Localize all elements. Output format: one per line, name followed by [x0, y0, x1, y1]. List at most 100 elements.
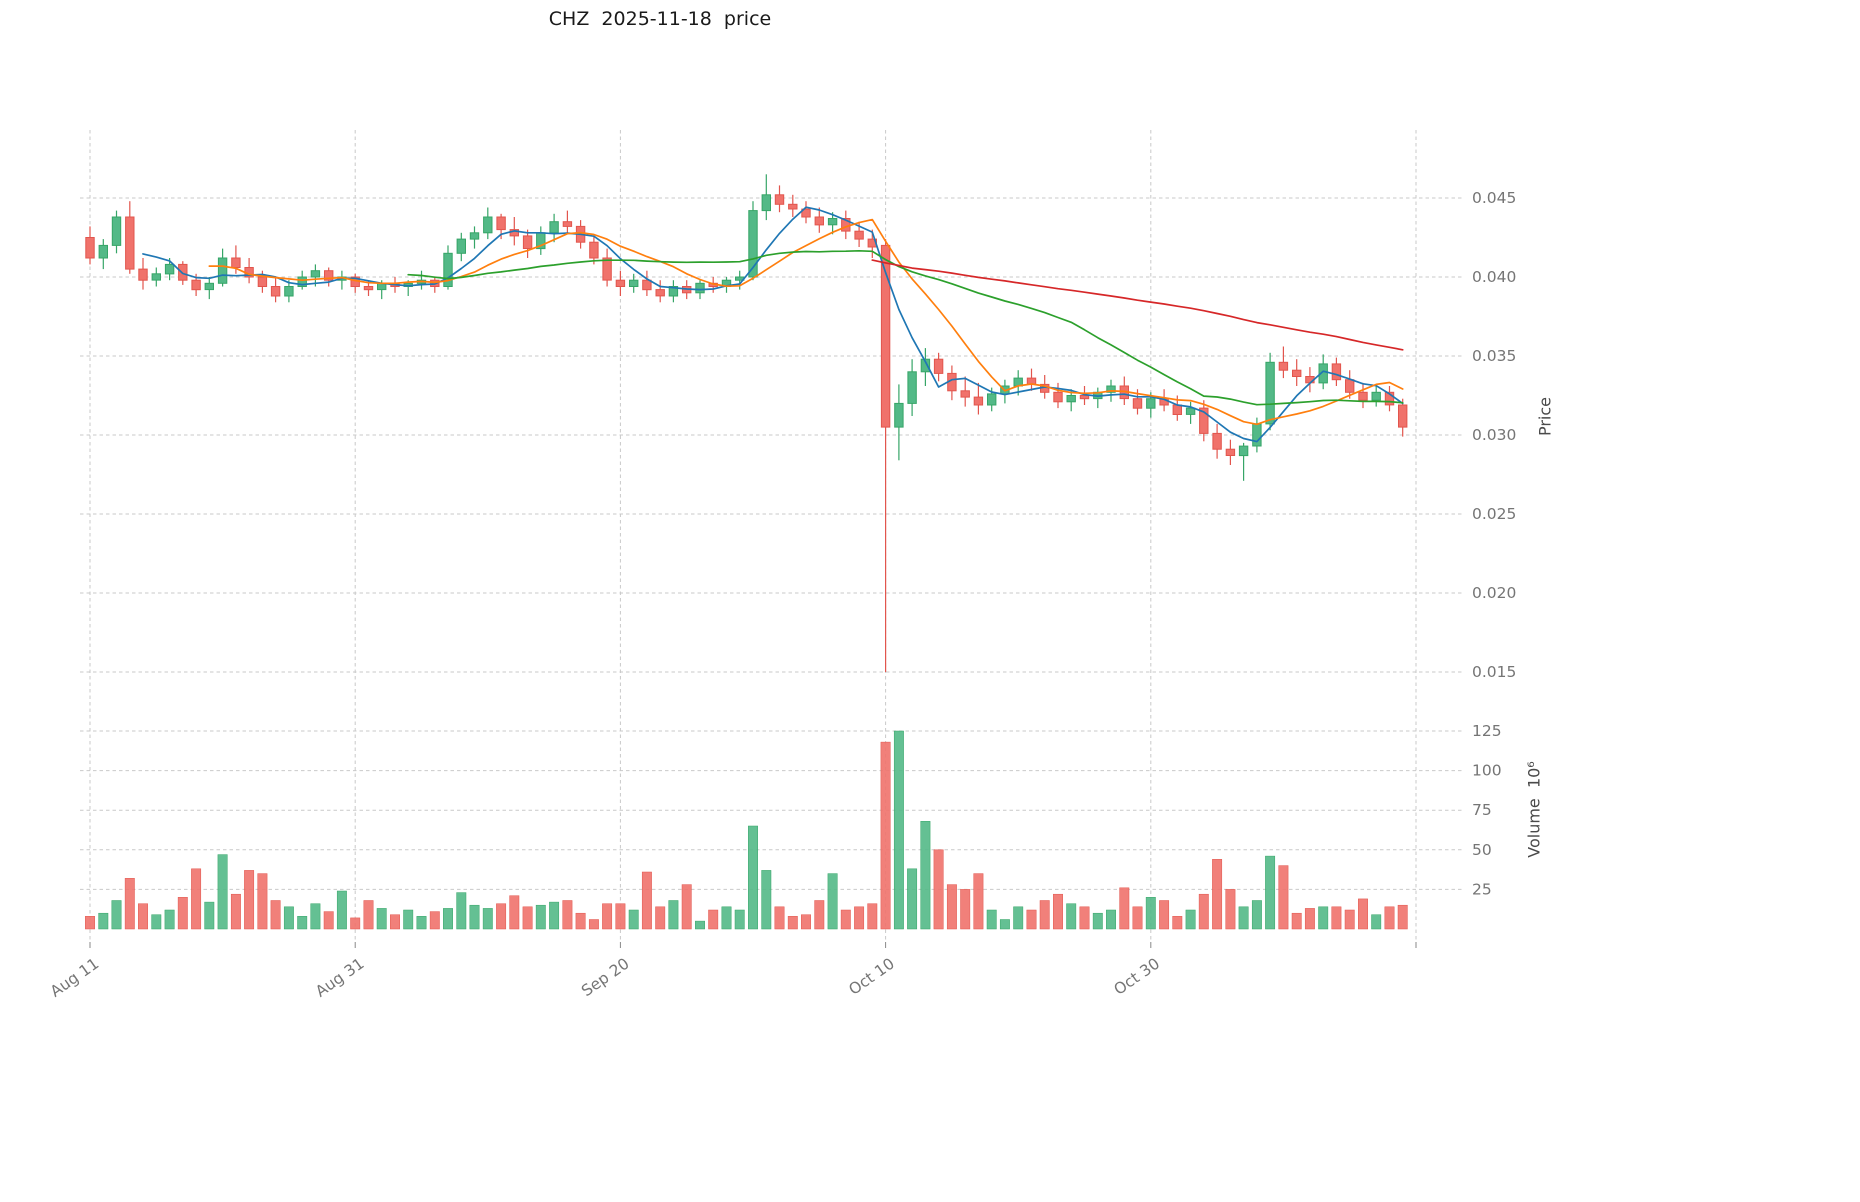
candle-body — [549, 221, 559, 234]
volume-bar — [230, 893, 241, 930]
volume-bar — [1225, 889, 1236, 930]
volume-bar — [257, 873, 268, 930]
price-tick-label: 0.020 — [1472, 584, 1516, 602]
volume-bar — [1331, 906, 1342, 930]
candle-body — [363, 286, 374, 291]
price-tick-label: 0.030 — [1472, 426, 1516, 444]
volume-bar — [482, 908, 493, 930]
volume-bar — [1265, 855, 1276, 930]
candle-body — [469, 232, 480, 240]
candle-body — [615, 279, 626, 288]
volume-bar — [986, 909, 997, 930]
candle-body — [1238, 445, 1249, 457]
volume-bar — [177, 897, 188, 930]
candle-body — [204, 282, 215, 291]
candle-body — [1384, 391, 1395, 406]
candle-body — [1345, 379, 1355, 393]
volume-bar — [708, 909, 719, 930]
volume-bar — [880, 741, 891, 930]
volume-bar — [734, 909, 745, 930]
candle-body — [191, 279, 201, 291]
candle-body — [655, 289, 665, 297]
volume-bar — [1172, 916, 1183, 930]
candle-body — [1371, 391, 1381, 401]
candle-body — [1292, 369, 1302, 378]
candle-body — [589, 241, 599, 259]
volume-bar — [350, 917, 361, 930]
volume-bar — [575, 912, 586, 930]
candle-body — [1053, 391, 1063, 403]
candle-body — [973, 396, 984, 406]
volume-bar — [390, 914, 400, 930]
volume-bar — [1013, 906, 1024, 930]
volume-bar — [1145, 897, 1156, 930]
candle-body — [1398, 404, 1408, 428]
candle-body — [774, 194, 785, 205]
volume-bar — [933, 849, 944, 930]
ma-line-ma25 — [407, 249, 1404, 406]
candle-body — [602, 257, 612, 281]
candle-body — [1225, 448, 1236, 457]
candle-body — [164, 263, 175, 275]
volume-bar — [443, 908, 453, 930]
candle-body — [1132, 398, 1143, 409]
volume-bar — [336, 890, 347, 930]
volume-bar — [761, 870, 772, 930]
candle-body — [1146, 398, 1156, 409]
ma-line-ma5 — [142, 206, 1404, 443]
volume-bar — [1291, 912, 1302, 930]
volume-bar — [283, 906, 294, 930]
candle-body — [1172, 404, 1182, 415]
x-tick-label: Oct 10 — [845, 955, 897, 999]
volume-bar — [535, 904, 546, 930]
volume-bar — [1384, 906, 1395, 930]
candle-body — [456, 238, 467, 254]
volume-bar — [363, 900, 374, 930]
volume-bar — [999, 919, 1010, 930]
candle-body — [642, 279, 652, 291]
candle-body — [894, 402, 904, 428]
volume-bar — [1251, 900, 1262, 930]
candle-body — [748, 210, 758, 278]
candle-body — [761, 194, 771, 212]
candle-body — [801, 208, 811, 218]
price-tick-label: 0.025 — [1472, 505, 1516, 523]
volume-bar — [1026, 909, 1037, 930]
volume-bar — [85, 916, 95, 930]
volume-tick-label: 50 — [1472, 841, 1492, 859]
volume-bar — [827, 873, 838, 930]
volume-bar — [814, 900, 825, 930]
candle-body — [496, 216, 506, 231]
candle-body — [1318, 363, 1328, 384]
volume-bar — [217, 854, 228, 930]
volume-bar — [429, 911, 440, 930]
volume-bar — [1106, 909, 1116, 930]
volume-bar — [960, 889, 971, 930]
volume-bar — [787, 916, 798, 930]
candle-body — [483, 216, 493, 234]
volume-bar — [867, 903, 878, 930]
chart-title: CHZ 2025-11-18 price — [548, 8, 772, 30]
volume-tick-label: 25 — [1472, 880, 1492, 898]
candle-body — [310, 270, 321, 278]
volume-tick-label: 75 — [1472, 801, 1492, 819]
ma-line-ma10 — [208, 218, 1404, 426]
volume-bar — [748, 825, 758, 930]
x-tick-label: Aug 31 — [312, 955, 367, 1001]
candle-body — [1066, 395, 1076, 403]
candle-body — [933, 358, 944, 374]
ma-lines — [142, 206, 1404, 443]
volume-bar — [509, 895, 520, 930]
candle-body — [138, 268, 148, 281]
candle-body — [827, 218, 838, 226]
candle-body — [1265, 361, 1275, 425]
candle-body — [668, 286, 679, 297]
volume-bar — [668, 900, 679, 930]
volume-bar — [1397, 904, 1408, 930]
candle-body — [324, 270, 334, 281]
price-tick-label: 0.045 — [1472, 189, 1516, 207]
candle-body — [257, 276, 268, 287]
candle-body — [522, 235, 533, 249]
volume-bar — [1092, 912, 1103, 930]
